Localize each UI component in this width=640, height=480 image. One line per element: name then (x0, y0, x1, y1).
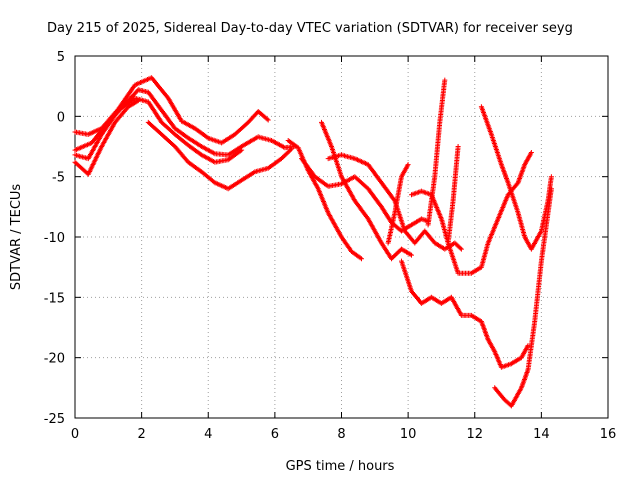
series-track-4 (72, 98, 141, 177)
chart-title: Day 215 of 2025, Sidereal Day-to-day VTE… (47, 21, 573, 36)
x-tick-label: 14 (533, 427, 550, 442)
x-tick-label: 16 (600, 427, 617, 442)
series-track-13 (425, 77, 448, 228)
series-track-8 (319, 119, 414, 262)
x-tick-label: 10 (400, 427, 417, 442)
plus-marker-trace (478, 104, 554, 252)
series-track-3 (72, 95, 245, 165)
x-tick-label: 8 (337, 427, 345, 442)
x-tick-label: 6 (271, 427, 279, 442)
y-tick-label: -25 (44, 412, 65, 427)
axis-ticks: 0 2 4 6 8 10 12 14 16 5 0 -5 -10 -15 -20 -25 (44, 50, 617, 442)
y-tick-label: -5 (52, 171, 65, 186)
series-track-15 (478, 104, 554, 252)
y-tick-label: 0 (57, 110, 65, 125)
plus-marker-trace (425, 77, 448, 228)
x-tick-label: 12 (466, 427, 483, 442)
series-track-14 (445, 144, 461, 246)
series-track-16 (492, 186, 554, 409)
plus-marker-trace (445, 144, 461, 246)
y-tick-label: -15 (44, 291, 65, 306)
x-axis-label: GPS time / hours (286, 459, 395, 474)
plus-marker-trace (319, 119, 414, 262)
y-axis-label: SDTVAR / TECUs (9, 184, 24, 291)
plus-marker-trace (385, 162, 411, 246)
series-track-11 (399, 258, 531, 370)
y-tick-label: -20 (44, 352, 65, 367)
x-tick-label: 0 (71, 427, 79, 442)
plus-marker-trace (399, 258, 531, 370)
y-tick-label: -10 (44, 231, 65, 246)
plus-marker-trace (72, 98, 141, 177)
plus-marker-trace (72, 95, 245, 165)
y-tick-label: 5 (57, 50, 65, 65)
x-tick-label: 4 (204, 427, 212, 442)
x-tick-label: 2 (137, 427, 145, 442)
series-track-5 (145, 119, 294, 192)
series-track-10 (385, 162, 411, 246)
data-marks (72, 75, 554, 409)
plus-marker-trace (145, 119, 294, 192)
plus-marker-trace (492, 186, 554, 409)
